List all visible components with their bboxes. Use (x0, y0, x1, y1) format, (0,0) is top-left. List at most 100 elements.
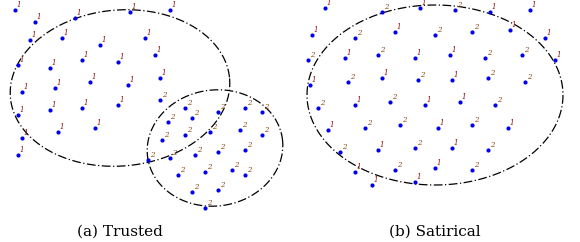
Text: 2: 2 (524, 46, 528, 54)
Text: 1: 1 (92, 73, 96, 81)
Text: 1: 1 (84, 99, 89, 107)
Text: 2: 2 (264, 103, 269, 111)
Text: 2: 2 (474, 116, 478, 124)
Text: 1: 1 (37, 13, 42, 21)
Text: 1: 1 (417, 49, 422, 57)
Text: 2: 2 (207, 163, 212, 171)
Text: 1: 1 (64, 29, 68, 37)
Text: 2: 2 (220, 181, 224, 189)
Text: 2: 2 (247, 141, 252, 149)
Text: 1: 1 (422, 0, 426, 7)
Text: 1: 1 (97, 119, 101, 127)
Text: 1: 1 (32, 31, 37, 39)
Text: 1: 1 (162, 69, 166, 77)
Text: 1: 1 (102, 36, 107, 44)
Text: 1: 1 (417, 173, 422, 181)
Text: 2: 2 (457, 1, 462, 9)
Text: 2: 2 (197, 146, 201, 154)
Text: 1: 1 (157, 46, 161, 54)
Text: 2: 2 (350, 73, 354, 81)
Text: 1: 1 (147, 29, 151, 37)
Text: 1: 1 (20, 146, 24, 154)
Text: 2: 2 (437, 26, 441, 34)
Text: 1: 1 (462, 93, 466, 101)
Text: 1: 1 (20, 56, 24, 64)
Text: 2: 2 (320, 99, 324, 107)
Text: 1: 1 (532, 1, 536, 9)
Text: 2: 2 (384, 3, 389, 11)
Text: 2: 2 (264, 126, 269, 134)
Text: 1: 1 (132, 3, 136, 11)
Text: 1: 1 (510, 119, 514, 127)
Text: 2: 2 (247, 166, 252, 174)
Text: 2: 2 (247, 99, 252, 107)
Text: 2: 2 (212, 123, 216, 131)
Text: 1: 1 (380, 141, 385, 149)
Text: 1: 1 (60, 123, 64, 131)
Text: 1: 1 (452, 46, 456, 54)
Text: 2: 2 (392, 93, 397, 101)
Text: 2: 2 (497, 96, 502, 104)
Text: 2: 2 (310, 51, 314, 59)
Text: 2: 2 (234, 161, 238, 169)
Text: 1: 1 (357, 96, 361, 104)
Text: 1: 1 (347, 49, 351, 57)
Text: 1: 1 (440, 119, 444, 127)
Text: (a) Trusted: (a) Trusted (77, 225, 163, 239)
Text: 2: 2 (490, 69, 495, 77)
Text: 1: 1 (454, 71, 459, 79)
Text: 1: 1 (437, 159, 441, 167)
Text: 2: 2 (207, 199, 212, 207)
Text: 2: 2 (474, 161, 478, 169)
Text: 2: 2 (187, 126, 191, 134)
Text: 2: 2 (420, 71, 425, 79)
Text: 1: 1 (330, 121, 335, 129)
Text: 2: 2 (220, 143, 224, 151)
Text: 1: 1 (17, 1, 21, 9)
Text: 2: 2 (164, 131, 169, 139)
Text: 1: 1 (84, 51, 89, 59)
Text: 1: 1 (454, 139, 459, 147)
Text: 2: 2 (162, 91, 166, 99)
Text: 1: 1 (57, 79, 61, 87)
Text: 1: 1 (172, 1, 176, 9)
Text: 2: 2 (417, 139, 422, 147)
Text: 1: 1 (384, 69, 389, 77)
Text: 2: 2 (180, 166, 184, 174)
Text: 1: 1 (130, 76, 135, 84)
Text: 2: 2 (397, 161, 401, 169)
Text: 2: 2 (474, 23, 478, 31)
Text: 2: 2 (357, 29, 361, 37)
Text: 2: 2 (194, 109, 198, 117)
Text: 1: 1 (24, 129, 28, 137)
Text: 2: 2 (380, 46, 385, 54)
Text: 1: 1 (512, 21, 517, 29)
Text: (b) Satirical: (b) Satirical (389, 225, 481, 239)
Text: 2: 2 (527, 73, 531, 81)
Text: 1: 1 (557, 51, 561, 59)
Text: 2: 2 (194, 183, 198, 191)
Text: 2: 2 (490, 141, 495, 149)
Text: 1: 1 (374, 176, 379, 184)
Text: 2: 2 (172, 149, 176, 157)
Text: 1: 1 (314, 26, 318, 34)
Text: 1: 1 (20, 106, 24, 114)
Text: 1: 1 (492, 3, 496, 11)
Text: 1: 1 (547, 29, 552, 37)
Text: 2: 2 (220, 103, 224, 111)
Text: 1: 1 (120, 96, 125, 104)
Text: 2: 2 (242, 121, 246, 129)
Text: 1: 1 (52, 101, 56, 109)
Text: 1: 1 (397, 23, 401, 31)
Text: 1: 1 (357, 163, 361, 171)
Text: 2: 2 (342, 143, 346, 151)
Text: 1: 1 (312, 76, 317, 84)
Text: 2: 2 (367, 119, 372, 127)
Text: 2: 2 (150, 151, 154, 159)
Text: 1: 1 (327, 0, 332, 7)
Text: 2: 2 (402, 116, 407, 124)
Text: 2: 2 (487, 49, 491, 57)
Text: 1: 1 (77, 9, 82, 17)
Text: 1: 1 (120, 53, 125, 61)
Text: 1: 1 (427, 96, 432, 104)
